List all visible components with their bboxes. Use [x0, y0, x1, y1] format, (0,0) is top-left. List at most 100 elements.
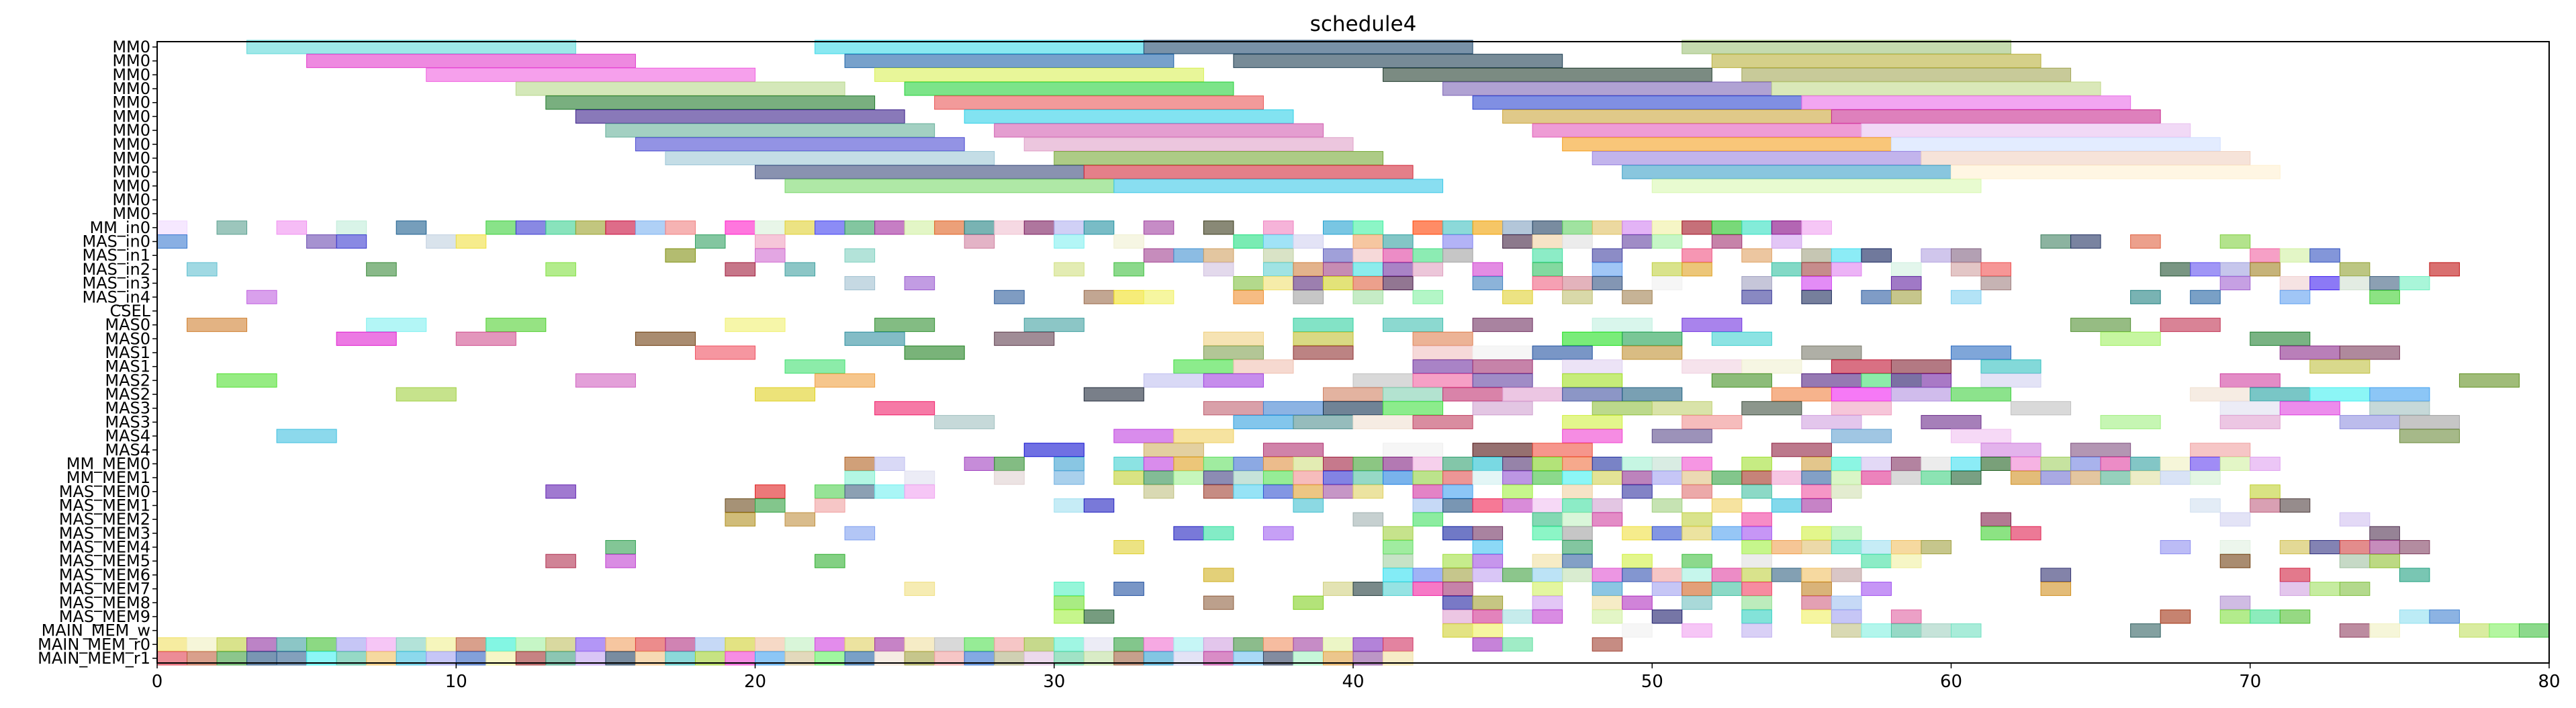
task-bar [1083, 290, 1115, 304]
task-bar [815, 554, 845, 568]
task-bar [1651, 609, 1683, 624]
task-bar [2369, 387, 2430, 402]
y-tick-label: MM0 [112, 163, 150, 181]
task-bar [1472, 456, 1504, 471]
task-bar [665, 637, 696, 652]
task-bar [1322, 484, 1354, 499]
task-bar [1622, 234, 1653, 249]
task-bar [545, 262, 576, 277]
task-bar [1472, 568, 1504, 582]
task-bar [1622, 623, 1653, 638]
task-bar [1472, 637, 1504, 652]
task-bar [1383, 568, 1414, 582]
task-bar [1562, 554, 1593, 568]
task-bar [1532, 234, 1563, 249]
task-bar [1203, 456, 1234, 471]
y-tick-label: MAS2 [105, 371, 150, 390]
task-bar [1562, 526, 1593, 541]
task-bar [1173, 429, 1234, 443]
task-bar [994, 220, 1025, 235]
task-bar [1890, 276, 1922, 291]
task-bar [2219, 595, 2251, 610]
task-bar [1771, 234, 1802, 249]
task-bar [1472, 595, 1504, 610]
task-bar [1293, 414, 1354, 429]
task-bar [1741, 359, 1802, 374]
task-bar [1682, 359, 1743, 374]
task-bar [1831, 429, 1892, 443]
task-bar [2369, 623, 2400, 638]
task-bar [815, 220, 845, 235]
task-bar [1890, 540, 1922, 555]
task-bar [1890, 456, 1922, 471]
task-bar [1143, 637, 1175, 652]
task-bar [1890, 554, 1922, 568]
task-bar [1023, 637, 1055, 652]
task-bar [784, 637, 816, 652]
task-bar [2399, 276, 2430, 291]
task-bar [1771, 540, 1802, 555]
task-bar [2309, 248, 2340, 263]
task-bar [187, 262, 218, 277]
task-bar [1651, 526, 1683, 541]
task-bar [1233, 276, 1264, 291]
task-bar [1113, 456, 1144, 471]
task-bar [1442, 554, 1473, 568]
y-tick-label: MAS0 [105, 316, 150, 335]
task-bar [1890, 359, 1951, 374]
task-bar [426, 637, 457, 652]
task-bar [1651, 401, 1712, 416]
x-tick-label: 80 [2538, 672, 2560, 692]
task-bar [2219, 540, 2251, 555]
task-bar [276, 429, 337, 443]
task-bar [1951, 387, 2012, 402]
task-bar [1262, 484, 1294, 499]
task-bar [1741, 582, 1772, 596]
y-tick-label: MAS_MEM1 [59, 496, 150, 515]
task-bar [1383, 262, 1414, 277]
task-bar [426, 234, 457, 249]
task-bar [2369, 526, 2400, 541]
task-bar [1890, 609, 1922, 624]
task-bar [1682, 220, 1712, 235]
task-bar [725, 512, 755, 527]
task-bar [1741, 456, 1772, 471]
task-bar [1322, 401, 1384, 416]
task-bar [1472, 540, 1504, 555]
task-bar [1293, 276, 1324, 291]
task-bar [1203, 248, 1234, 263]
task-bar [1352, 234, 1384, 249]
task-bar [1143, 40, 1473, 54]
task-bar [1472, 470, 1504, 485]
task-bar [1054, 150, 1384, 165]
task-bar [2070, 234, 2101, 249]
task-bar [1622, 331, 1683, 346]
task-bar [755, 484, 786, 499]
task-bar [1861, 290, 1892, 304]
task-bar [694, 234, 726, 249]
task-bar [934, 95, 1264, 110]
task-bar [2339, 582, 2371, 596]
task-bar [1113, 429, 1175, 443]
task-bar [276, 220, 308, 235]
task-bar [2040, 568, 2072, 582]
task-bar [1054, 637, 1085, 652]
task-bar [216, 637, 248, 652]
task-bar [1890, 262, 1922, 277]
task-bar [2279, 540, 2311, 555]
task-bar [1262, 443, 1324, 457]
task-bar [1472, 609, 1504, 624]
task-bar [366, 637, 397, 652]
task-bar [1562, 456, 1593, 471]
y-tick-label: MM_MEM0 [66, 454, 150, 473]
task-bar [2219, 554, 2251, 568]
task-bar [306, 234, 337, 249]
task-bar [1143, 456, 1175, 471]
task-bar [1383, 554, 1414, 568]
task-bar [515, 220, 547, 235]
task-bar [1801, 95, 2131, 110]
task-bar [1741, 276, 1772, 291]
task-bar [1502, 290, 1533, 304]
task-bar [1442, 595, 1473, 610]
task-bar [1322, 276, 1354, 291]
